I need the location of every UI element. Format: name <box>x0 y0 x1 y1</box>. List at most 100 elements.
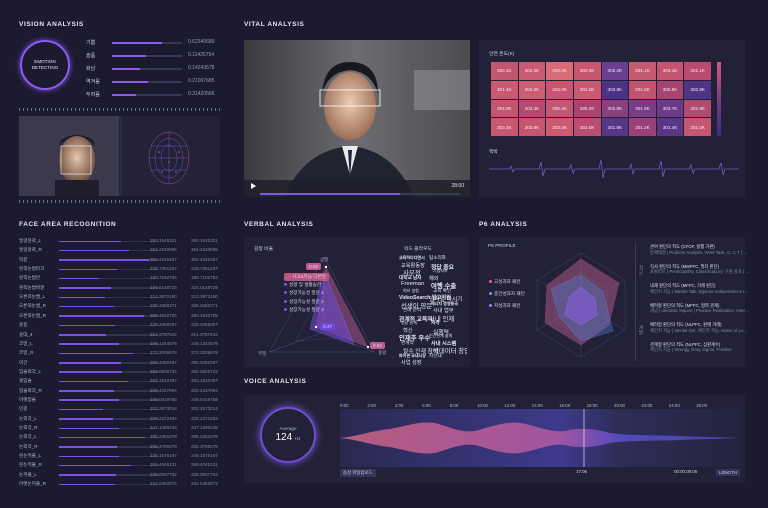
video-progress-fill <box>260 193 400 195</box>
p6-side-label-2: 개발 <box>639 325 644 335</box>
emotion-ring-line2: DETECTING <box>31 65 59 70</box>
temperature-cell: 303.7K <box>656 99 684 118</box>
face-area-row: 눈외각_R 247.1490246 247.1490246 <box>19 423 224 434</box>
p6-criterion-desc: 체인지 지능 | Mental Get, 체인지 지능, Name of Lon… <box>650 327 750 333</box>
face-area-row: 미간 250.3492497 250.3492497 <box>19 358 224 369</box>
face-area-label: 왼쪽눈썹피크 <box>19 266 45 272</box>
word-cloud-word: 여러 실험 <box>403 287 419 293</box>
word-cloud-word: 선대 분석 <box>403 307 422 312</box>
face-area-value: 228.3469257 <box>150 322 177 328</box>
face-area-bar-fill <box>59 436 145 439</box>
emotion-ring-line1: EMOTION <box>34 59 56 64</box>
face-area-bar-fill <box>59 334 106 336</box>
emotion-value: 0.14243578 <box>188 65 215 71</box>
temperature-cell: 305.4K <box>546 99 573 118</box>
word-cloud-word: 성장 관계 <box>401 320 417 325</box>
face-area-bar-fill <box>59 446 117 448</box>
face-area-bar-track <box>59 399 159 401</box>
face-area-label: 코밑_L <box>19 340 33 346</box>
face-area-bar-track <box>59 474 159 476</box>
vision-face-graphic <box>19 116 190 196</box>
voice-length-tag[interactable]: LENGTH <box>716 469 740 476</box>
face-area-label: 눈꺼풀_L <box>19 471 37 477</box>
voice-time-tick: 8:00 <box>449 403 459 408</box>
p6-criterion: 배려형 판단의 척도 (NLPFC, 판매 거래) 체인지 지능 | Mental… <box>650 322 750 333</box>
temperature-cell: 302.8K <box>573 118 601 136</box>
pulse-waveform <box>489 159 739 179</box>
face-area-bar-track <box>59 446 159 448</box>
face-area-bar-fill <box>59 464 131 467</box>
legend-swatch <box>489 292 492 295</box>
face-area-bar-track <box>59 277 159 280</box>
face-area-value: 247.1490246 <box>150 425 177 430</box>
face-area-row: 눈외각_L 295.2361078 295.2361078 <box>19 432 224 443</box>
face-area-row: 입술외각_R 226.4437994 226.4437994 <box>19 386 224 397</box>
voice-time-tick: 16:00 <box>559 403 571 408</box>
word-cloud-word: VideoSearch 알고지원 <box>399 295 451 301</box>
voice-upload-tag[interactable]: 음성 파일업로드 <box>340 469 376 477</box>
word-cloud-word: 선생이 영문 <box>401 302 433 310</box>
face-area-label: 입술외각_L <box>19 368 42 374</box>
face-area-row: 인중 202.2573014 202.2573014 <box>19 404 224 415</box>
face-area-value: 248.7351267 <box>150 266 177 272</box>
face-area-bar-fill <box>59 352 133 355</box>
temperature-cell: 303.4K <box>518 99 546 118</box>
voice-time-tick: 26:00 <box>696 403 708 408</box>
face-area-value: 236.0937762 <box>150 471 177 477</box>
word-cloud-word: 관계적 <box>401 339 414 345</box>
face-area-value-2: 224.0148729 <box>191 284 218 290</box>
face-area-bar-track <box>59 371 159 373</box>
face-area-bar-track <box>59 436 159 439</box>
face-area-label: 아랫눈꺼풀_R <box>19 481 47 487</box>
p6-divider <box>635 243 636 361</box>
face-area-bar-fill <box>59 427 119 429</box>
verbal-badge-3: 0.82 <box>370 342 385 349</box>
face-area-bar-track <box>59 343 159 345</box>
word-cloud-word: 관계적 교육자 <box>399 316 433 323</box>
face-area-value-2: 269.4045131 <box>191 462 218 468</box>
face-detect-box <box>60 145 92 175</box>
temperature-cell: 301.4K <box>656 118 684 136</box>
word-cloud-word: 사부정 <box>403 270 421 277</box>
p6-criterion-title: 직사 판단의 척도 (MMFFC, 멀티 판단) <box>650 263 720 269</box>
face-area-bar-fill <box>59 390 114 392</box>
face-area-bar-fill <box>59 474 116 476</box>
emotion-bar-track <box>112 42 182 44</box>
face-temperature-label: 안면 온도(K) <box>489 52 515 57</box>
voice-time-tick: 24:00 <box>668 403 680 408</box>
voice-analysis-title: VOICE ANALYSIS <box>244 378 307 385</box>
play-icon[interactable] <box>251 183 256 189</box>
voice-time-tick: 14:00 <box>531 403 543 408</box>
face-area-label: 얼굴윤곽_L <box>19 238 42 243</box>
emotion-value: 0.62340689 <box>188 39 215 45</box>
face-area-label: 윗입술 <box>19 378 32 384</box>
face-area-value: 252.0825722 <box>150 368 177 374</box>
temperature-cell: 302.8K <box>684 80 711 99</box>
verbal-badge-2: 0.47 <box>320 323 335 330</box>
video-player[interactable]: 28:00 <box>244 40 470 197</box>
legend-swatch <box>284 282 287 286</box>
emotion-value: 0.31420566 <box>188 91 215 97</box>
video-progress-track[interactable] <box>260 193 460 195</box>
face-area-value: 202.2573014 <box>150 406 177 412</box>
word-cloud-word: 사내 인재 <box>429 315 455 323</box>
face-area-bar-fill <box>59 296 105 299</box>
temperature-cell: 301.9K <box>629 99 656 118</box>
voice-time-tick: 12:00 <box>504 403 516 408</box>
p6-criterion: 관계형 판단의 척도 (NLPFC, 심판계수) 체인지 지능 | Strengy… <box>650 342 750 353</box>
emotion-bar-fill <box>112 55 146 57</box>
face-area-bar-track <box>59 287 159 289</box>
face-area-value: 236.3799278 <box>150 443 177 449</box>
face-area-bar-track <box>59 455 159 458</box>
face-area-label: 턱끝 <box>19 256 28 262</box>
face-area-row: 오른쪽눈썹_R 226.3360271 226.3360271 <box>19 301 224 312</box>
face-area-value-2: 263.1810397 <box>191 378 218 384</box>
voice-time-tick: 10:00 <box>477 403 488 408</box>
vision-ruler-bottom <box>19 200 220 203</box>
emotion-label: 역겨움 <box>86 79 100 85</box>
face-area-value-2: 247.1490246 <box>191 425 218 430</box>
temperature-cell: 302.8K <box>684 99 711 118</box>
temperature-scale-bar <box>717 62 721 136</box>
face-area-bar-fill <box>59 380 128 383</box>
face-area-bar-track <box>59 334 159 336</box>
